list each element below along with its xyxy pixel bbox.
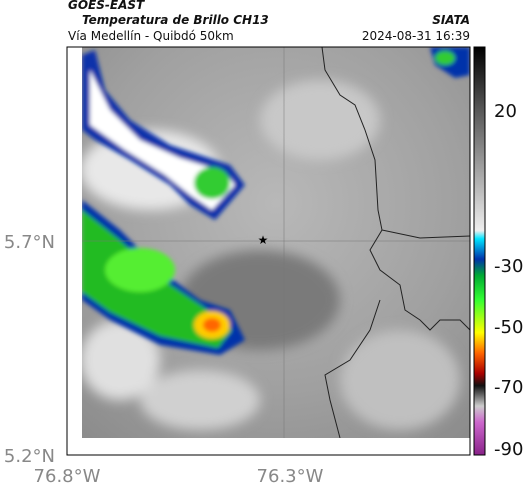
lat-label: 5.7°N: [4, 232, 55, 253]
satellite-image: [82, 47, 470, 438]
colorbar-tick: -30: [494, 256, 523, 277]
datetime: 2024-08-31 16:39: [362, 29, 470, 43]
agency: SIATA: [432, 13, 470, 27]
colorbar-tick: -90: [494, 439, 523, 460]
city-marker: ★: [258, 233, 269, 247]
map-frame: [66, 46, 471, 456]
colorbar: [473, 46, 486, 456]
lon-label: 76.3°W: [257, 466, 324, 487]
colorbar-tick: -50: [494, 317, 523, 338]
lon-label: 76.8°W: [34, 466, 101, 487]
source: GOES-EAST: [68, 0, 145, 12]
subtitle: Vía Medellín - Quibdó 50km: [68, 29, 234, 43]
colorbar-tick: 20: [494, 101, 517, 122]
lat-label: 5.2°N: [4, 446, 55, 467]
colorbar-tick: -70: [494, 377, 523, 398]
title: Temperatura de Brillo CH13: [82, 13, 269, 27]
